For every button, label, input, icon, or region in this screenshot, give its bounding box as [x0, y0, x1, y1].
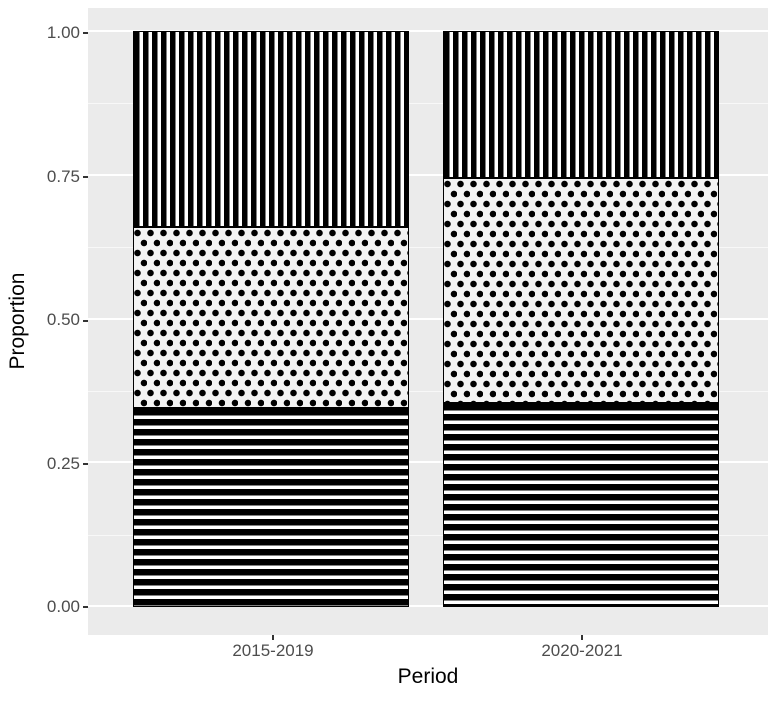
gridline-major — [88, 30, 768, 32]
gridline-minor — [88, 103, 768, 104]
gridline-minor — [88, 247, 768, 248]
bar-segment-horizontal-stripes — [133, 408, 409, 607]
gridline-major — [88, 461, 768, 463]
x-axis-title: Period — [397, 665, 459, 688]
stacked-bar-2020-2021 — [443, 31, 719, 607]
y-tick-label-1.00: 1.00 — [46, 23, 80, 42]
bar-segment-dots — [133, 226, 409, 409]
y-tick-label-0.50: 0.50 — [46, 310, 80, 329]
bar-segment-vertical-stripes — [443, 31, 719, 178]
y-tick-mark — [83, 606, 88, 608]
bar-segment-dots — [443, 177, 719, 403]
x-tick-label-2020-2021: 2020-2021 — [541, 641, 623, 660]
x-tick-mark — [581, 635, 583, 640]
x-tick-label-2015-2019: 2015-2019 — [232, 641, 314, 660]
gridline-major — [88, 174, 768, 176]
y-tick-label-0.75: 0.75 — [46, 167, 80, 186]
y-tick-mark — [83, 463, 88, 465]
gridline-minor — [88, 391, 768, 392]
gridline-major — [88, 605, 768, 607]
y-tick-mark — [83, 320, 88, 322]
y-tick-label-0.00: 0.00 — [46, 597, 80, 616]
y-tick-label-0.25: 0.25 — [46, 454, 80, 473]
plot-panel — [88, 8, 768, 635]
gridline-major — [88, 318, 768, 320]
y-tick-mark — [83, 32, 88, 34]
stacked-bar-2015-2019 — [133, 31, 409, 607]
gridline-minor — [88, 535, 768, 536]
y-tick-mark — [83, 176, 88, 178]
x-tick-mark — [272, 635, 274, 640]
bar-segment-vertical-stripes — [133, 31, 409, 227]
bar-segment-horizontal-stripes — [443, 402, 719, 607]
